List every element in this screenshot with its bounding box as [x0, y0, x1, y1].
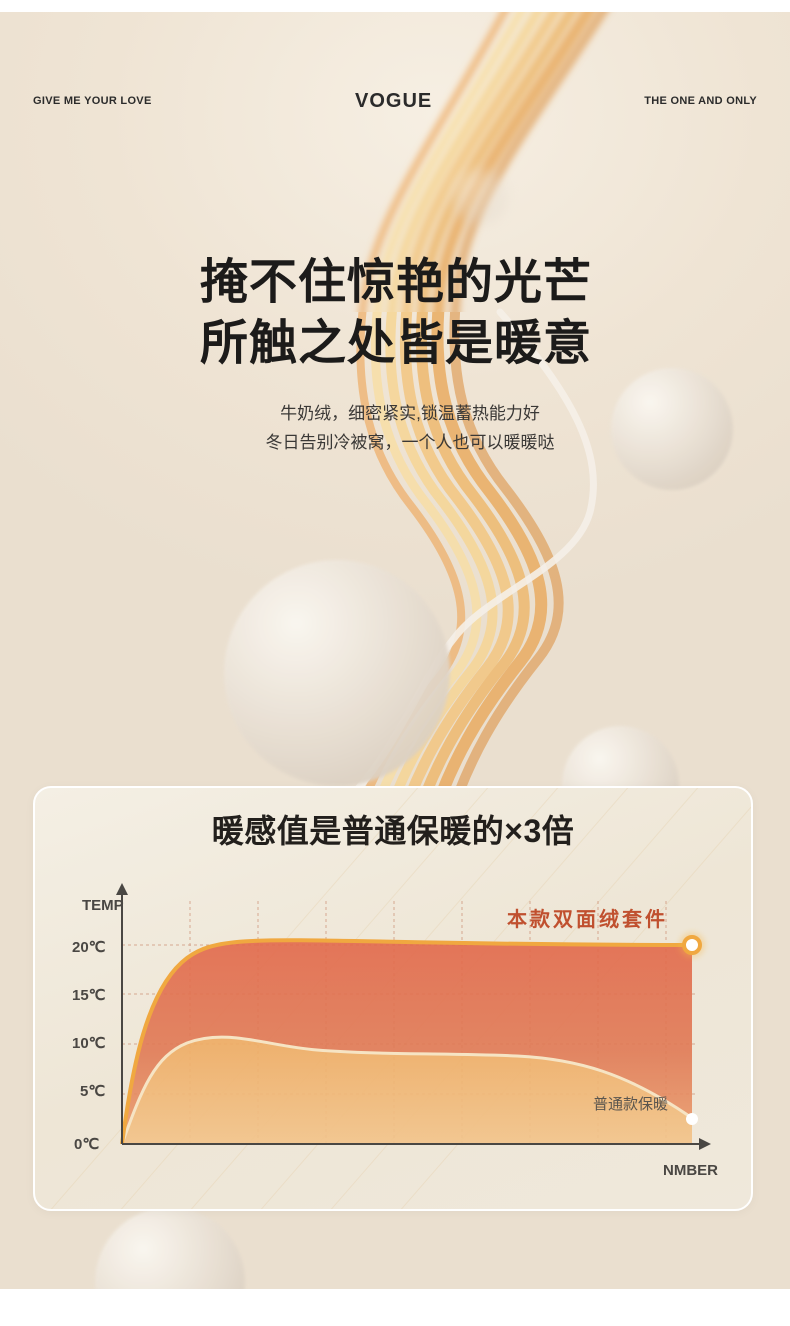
svg-text:0℃: 0℃ — [74, 1136, 99, 1153]
svg-text:NMBER: NMBER — [663, 1162, 718, 1179]
svg-text:15℃: 15℃ — [72, 987, 106, 1004]
svg-text:普通款保暖: 普通款保暖 — [593, 1096, 668, 1113]
svg-text:TEMP: TEMP — [82, 897, 124, 914]
svg-text:本款双面绒套件: 本款双面绒套件 — [507, 907, 668, 931]
svg-text:5℃: 5℃ — [80, 1083, 105, 1100]
svg-text:20℃: 20℃ — [72, 939, 106, 956]
svg-text:10℃: 10℃ — [72, 1035, 106, 1052]
